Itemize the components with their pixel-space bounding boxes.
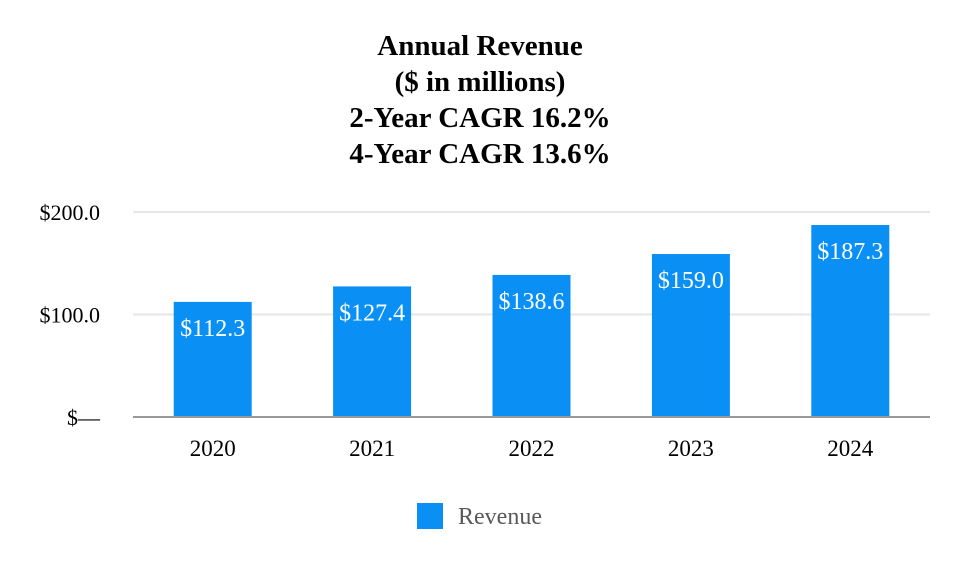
x-tick-label-2020: 2020 [190, 436, 236, 461]
bars [173, 225, 890, 417]
chart-title: Annual Revenue ($ in millions) 2-Year CA… [0, 28, 960, 172]
data-labels: $112.3 $127.4 $138.6 $159.0 $187.3 [180, 239, 883, 342]
y-tick-label: $— [67, 405, 101, 430]
chart-title-line-4: 4-Year CAGR 13.6% [349, 138, 611, 170]
axes: $— $100.0 $200.0 2020 2021 2022 2023 2024 [40, 200, 930, 461]
data-label-2024: $187.3 [817, 239, 883, 265]
bar-2024 [811, 225, 890, 417]
x-tick-label-2022: 2022 [509, 436, 555, 461]
legend: Revenue [417, 503, 542, 530]
x-tick-label-2021: 2021 [349, 436, 395, 461]
bar-2023 [651, 254, 730, 417]
bar-2022 [492, 274, 571, 417]
bar-2021 [333, 286, 412, 417]
data-label-2023: $159.0 [658, 268, 724, 294]
data-label-2020: $112.3 [180, 316, 245, 342]
chart-title-line-1: Annual Revenue [377, 30, 583, 62]
data-label-2022: $138.6 [499, 289, 565, 315]
y-tick-label: $200.0 [40, 200, 101, 225]
x-tick-label-2024: 2024 [827, 436, 874, 461]
data-label-2021: $127.4 [339, 300, 405, 326]
legend-label: Revenue [458, 504, 542, 530]
chart-title-line-2: ($ in millions) [394, 66, 566, 98]
legend-swatch [417, 503, 443, 529]
x-tick-label-2023: 2023 [668, 436, 714, 461]
y-tick-label: $100.0 [40, 303, 101, 328]
chart-title-line-3: 2-Year CAGR 16.2% [349, 102, 611, 134]
bar-2020 [173, 301, 252, 417]
